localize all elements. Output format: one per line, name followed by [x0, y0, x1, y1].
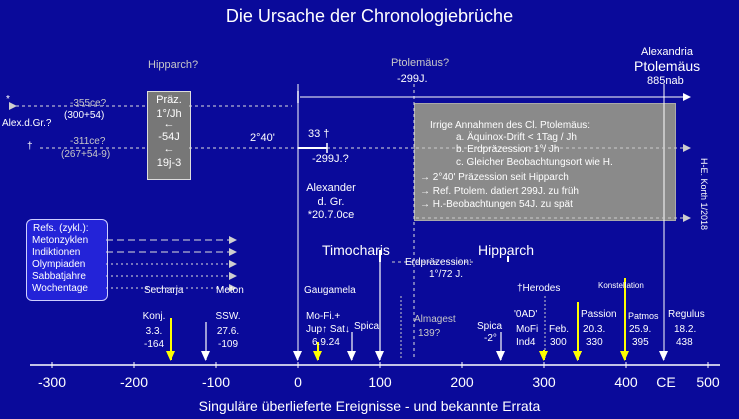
- prae-line4: -54J: [158, 131, 180, 143]
- refs-item-olympiaden: Olympiaden: [32, 259, 86, 270]
- konstellation-label: Konstellation: [598, 281, 644, 290]
- refs-item-sabbatjahre: Sabbatjahre: [32, 271, 86, 282]
- page-title: Die Ursache der Chronologiebrüche: [225, 6, 514, 26]
- note-a: a. Äquinox-Drift < 1Tag / Jh: [456, 132, 577, 143]
- prae-line1: Präz.: [156, 94, 182, 106]
- refs-item-metonzyklen: Metonzyklen: [32, 235, 89, 246]
- ssw-line2: 27.6.: [216, 326, 240, 337]
- cycle-lines: [106, 236, 237, 292]
- axis-tick-label: 400: [614, 374, 638, 390]
- minus299q-label: -299J.?: [312, 153, 349, 165]
- praezession-box: [147, 91, 191, 180]
- note-r3: → H.-Beobachtungen 54J. zu spät: [420, 199, 573, 210]
- axis-tick-label: 100: [368, 374, 392, 390]
- note-r2: → Ref. Ptolem. datiert 299J. zu früh: [420, 186, 579, 197]
- konj-line1: Konj.: [142, 311, 166, 322]
- axis-tick-label: -200: [119, 374, 149, 390]
- hipparch-question: Hipparch?: [148, 59, 199, 71]
- alexander-line2: d. Gr.: [317, 196, 345, 208]
- axis-tick-label: 300: [532, 374, 556, 390]
- spica2-line2: -2°: [484, 333, 497, 344]
- axis-tick-label: -300: [37, 374, 67, 390]
- patmos-line3: 395: [632, 337, 649, 348]
- prae-line5: ←: [163, 143, 175, 155]
- gaugamela-label: Gaugamela: [304, 285, 356, 296]
- timocharis-label: Timocharis: [322, 242, 390, 258]
- deg240-label: 2°40': [250, 132, 275, 144]
- konj-line3: -164: [143, 339, 164, 350]
- feb-line2: 300: [550, 337, 567, 348]
- minus-299-label: -299J.: [397, 73, 428, 85]
- passion-line1: Passion: [581, 309, 617, 320]
- prae-line6: 19j-3: [156, 157, 182, 169]
- note-r1: → 2°40' Präzession seit Hipparch: [420, 172, 569, 183]
- axis-tick-label: 0: [294, 374, 302, 390]
- axis-tick-label: 200: [450, 374, 474, 390]
- almagest-line2: 139?: [418, 328, 441, 339]
- ssw-line1: SSW.: [215, 311, 241, 322]
- refs-item-wochentage: Wochentage: [32, 283, 88, 294]
- alexandria-label: Alexandria: [641, 46, 693, 58]
- erdpraezession-label: Erdpräzession:: [405, 257, 472, 268]
- konj-line2: 3.3.: [145, 326, 163, 337]
- almagest-line1: Almagest: [414, 314, 456, 325]
- alex-dgr-label: Alex.d.Gr.?: [2, 118, 52, 129]
- regulus-line3: 438: [676, 337, 693, 348]
- dagger-symbol: †: [27, 141, 33, 152]
- meton-label: Meton: [216, 285, 244, 296]
- secharja-label: Secharja: [144, 285, 184, 296]
- passion-line3: 330: [586, 337, 603, 348]
- regulus-line2: 18.2.: [674, 324, 697, 335]
- prae-line2: 1°/Jh: [156, 108, 182, 120]
- note-heading: Irrige Annahmen des Cl. Ptolemäus:: [430, 120, 591, 131]
- refs-box: [26, 219, 108, 301]
- signature-label: H-E. Korth 1/2018: [699, 158, 709, 231]
- hipparch-label: Hipparch: [478, 242, 535, 258]
- d33-label: 33 †: [308, 128, 330, 140]
- oad-line3: Ind4: [516, 337, 536, 348]
- axis-tick-marks: [51, 362, 709, 368]
- deg172-label: 1°/72 J.: [429, 269, 464, 280]
- mofi-line3: 6.9.24: [312, 337, 340, 348]
- spica-label: Spica: [354, 321, 380, 332]
- oad-line1: '0AD': [514, 309, 538, 320]
- refs-item-indiktionen: Indiktionen: [32, 247, 81, 258]
- note-b: b. Erdpräzession 1°/ Jh: [456, 144, 560, 155]
- nab885-label: 885nab: [647, 75, 684, 87]
- ssw-line3: -109: [217, 339, 238, 350]
- passion-line2: 20.3.: [583, 324, 606, 335]
- patmos-line2: 25.9.: [629, 324, 652, 335]
- prae-line3: ←: [163, 118, 175, 130]
- axis-tick-label-ce: CE: [656, 374, 676, 390]
- ptolemaeus-label: Ptolemäus: [634, 58, 701, 74]
- star-symbol: *: [6, 94, 10, 105]
- herodes-label: †Herodes: [517, 283, 561, 294]
- spica2-line1: Spica: [477, 321, 503, 332]
- ptolemaeus-note-box: [414, 103, 676, 221]
- feb-line1: Feb.: [549, 324, 570, 335]
- sum267-label: (267+54-9): [61, 149, 111, 160]
- note-c: c. Gleicher Beobachtungsort wie H.: [456, 157, 613, 168]
- alexander-line3: *20.7.0ce: [307, 209, 355, 221]
- sum300-label: (300+54): [64, 110, 105, 121]
- axis-tick-label: -100: [201, 374, 231, 390]
- ce311-label: -311ce?: [70, 136, 106, 147]
- oad-line2: MoFi: [516, 324, 539, 335]
- regulus-line1: Regulus: [668, 309, 705, 320]
- footer-caption: Singuläre überlieferte Ereignisse - und …: [198, 398, 541, 414]
- patmos-line1: Patmos: [628, 311, 659, 321]
- ce355-label: -355ce?: [70, 98, 107, 109]
- ptolemaeus-question: Ptolemäus?: [391, 57, 450, 69]
- mofi-line2: Jup↑ Sat↓: [306, 324, 350, 335]
- refs-heading: Refs. (zykl.):: [33, 223, 89, 234]
- axis-tick-label: 500: [696, 374, 720, 390]
- alexander-line1: Alexander: [306, 182, 356, 194]
- mofi-line1: Mo-Fi.+: [306, 311, 341, 322]
